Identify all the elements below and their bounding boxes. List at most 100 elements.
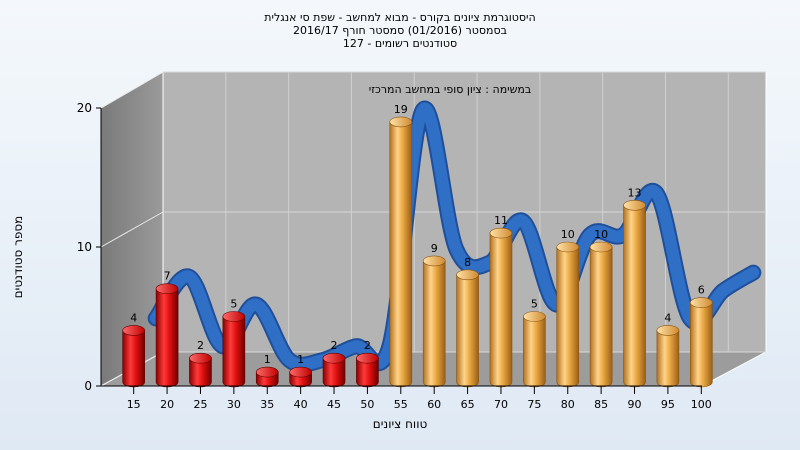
- bar-value-label-75: 5: [531, 298, 538, 311]
- bar-75: 5: [523, 298, 546, 388]
- chart-title-line-2: בסמסטר (01/2016) סמסטר חורף 2016/17: [293, 24, 507, 37]
- y-tick-label-2: 20: [77, 101, 92, 115]
- bar-body-95: [656, 330, 680, 388]
- bar-body-20: [155, 288, 179, 388]
- bar-60: 9: [422, 242, 446, 388]
- bar-50: 2: [356, 339, 379, 388]
- bar-top-90: [623, 200, 646, 211]
- bar-body-65: [456, 274, 479, 388]
- bar-top-55: [389, 116, 413, 128]
- bar-top-60: [422, 255, 446, 267]
- y-tick-label-1: 10: [77, 240, 92, 254]
- bar-value-label-80: 10: [561, 228, 575, 241]
- x-tick-label-95: 95: [661, 398, 675, 411]
- bar-80: 10: [556, 228, 580, 388]
- bar-35: 1: [255, 353, 279, 388]
- bar-top-65: [456, 269, 479, 281]
- bar-top-75: [523, 311, 546, 322]
- trend-ribbon: [147, 100, 762, 373]
- bar-body-45: [322, 357, 346, 388]
- bar-65: 8: [456, 256, 479, 388]
- bar-body-70: [489, 232, 513, 388]
- x-tick-label-45: 45: [327, 398, 341, 411]
- bar-95: 4: [656, 311, 680, 388]
- chart-title-line-3: סטודנטים רשומים - 127: [342, 37, 458, 50]
- chart-subtitle: במשימה : ציון סופי במחשב המרכזי: [368, 83, 532, 96]
- bar-body-85: [589, 246, 613, 388]
- x-tick-label-60: 60: [427, 398, 441, 411]
- x-axis: 15 20 25 30 35 40 45 50 55 60 65 70 75 80 85 90 95 100: [101, 385, 712, 411]
- x-tick-label-100: 100: [691, 398, 712, 411]
- bar-40: 1: [289, 353, 312, 388]
- x-tick-label-30: 30: [227, 398, 241, 411]
- chart-title-line-1: היסטוגרמת ציונים בקורס - מבוא למחשב - שפ…: [264, 11, 536, 24]
- bar-55: 19: [389, 103, 413, 388]
- bar-top-70: [489, 227, 513, 239]
- bar-15: 4: [122, 311, 145, 388]
- bar-30: 5: [222, 298, 246, 388]
- x-tick-label-65: 65: [461, 398, 475, 411]
- bar-value-label-25: 2: [197, 339, 204, 352]
- bar-value-label-35: 1: [264, 353, 271, 366]
- x-tick-label-15: 15: [127, 398, 141, 411]
- bar-body-55: [389, 121, 413, 388]
- x-tick-label-85: 85: [594, 398, 608, 411]
- y-axis: 0 10 20: [77, 101, 102, 393]
- bar-body-30: [222, 316, 246, 388]
- bar-value-label-95: 4: [664, 311, 671, 324]
- bar-value-label-40: 1: [297, 353, 304, 366]
- bar-top-100: [690, 297, 713, 308]
- bar-body-60: [422, 260, 446, 388]
- bar-body-50: [356, 357, 379, 388]
- bar-value-label-55: 19: [394, 103, 408, 116]
- bar-20: 7: [155, 270, 179, 388]
- bar-70: 11: [489, 214, 513, 388]
- gridline-wall-2: [100, 71, 164, 109]
- bar-top-35: [255, 366, 279, 378]
- bar-value-label-70: 11: [494, 214, 508, 227]
- bar-top-40: [289, 366, 312, 378]
- x-tick-label-40: 40: [294, 398, 308, 411]
- x-tick-label-25: 25: [193, 398, 207, 411]
- x-tick-label-35: 35: [260, 398, 274, 411]
- x-tick-label-90: 90: [628, 398, 642, 411]
- x-tick-label-20: 20: [160, 398, 174, 411]
- bar-top-80: [556, 241, 580, 253]
- bar-body-15: [122, 330, 145, 388]
- bar-value-label-65: 8: [464, 256, 471, 269]
- bar-body-100: [690, 302, 713, 388]
- bar-top-85: [589, 241, 613, 253]
- bar-top-45: [322, 352, 346, 364]
- bar-value-label-20: 7: [164, 270, 171, 283]
- bar-85: 10: [589, 228, 613, 388]
- bar-top-95: [656, 325, 680, 336]
- bar-45: 2: [322, 339, 346, 388]
- x-tick-label-55: 55: [394, 398, 408, 411]
- bar-top-15: [122, 325, 145, 336]
- bar-25: 2: [189, 339, 212, 388]
- ribbon-line: [149, 102, 760, 371]
- x-tick-label-50: 50: [360, 398, 374, 411]
- bar-value-label-50: 2: [364, 339, 371, 352]
- x-tick-label-80: 80: [561, 398, 575, 411]
- x-tick-label-75: 75: [527, 398, 541, 411]
- bar-top-20: [155, 283, 179, 295]
- bar-value-label-60: 9: [431, 242, 438, 255]
- bar-value-label-100: 6: [698, 284, 705, 297]
- x-tick-label-70: 70: [494, 398, 508, 411]
- y-tick-label-0: 0: [84, 379, 92, 393]
- bar-value-label-30: 5: [230, 298, 237, 311]
- bar-body-75: [523, 316, 546, 388]
- bar-100: 6: [690, 284, 713, 388]
- bar-body-90: [623, 205, 646, 388]
- bar-value-label-45: 2: [331, 339, 338, 352]
- bar-body-25: [189, 357, 212, 388]
- bar-top-30: [222, 311, 246, 322]
- bar-value-label-90: 13: [628, 186, 642, 199]
- bar-90: 13: [623, 186, 646, 388]
- y-axis-label: מספר סטודנטים: [11, 215, 25, 299]
- gridline-wall-1: [100, 211, 164, 248]
